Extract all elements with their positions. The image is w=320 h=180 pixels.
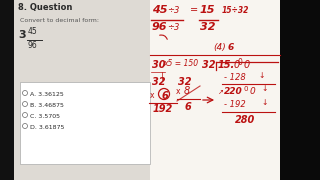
Text: A. 3.36125: A. 3.36125	[30, 92, 64, 97]
Text: 32: 32	[178, 77, 191, 87]
Text: x: x	[150, 91, 155, 100]
Text: - 192: - 192	[224, 100, 246, 109]
Text: C. 3.5705: C. 3.5705	[30, 114, 60, 119]
Text: (4): (4)	[213, 43, 226, 52]
Text: =: =	[190, 5, 198, 15]
Text: 3: 3	[18, 30, 26, 40]
Text: 0: 0	[250, 87, 256, 96]
Text: 220: 220	[224, 87, 243, 96]
Text: 8: 8	[184, 86, 190, 96]
Text: 0: 0	[244, 86, 249, 92]
Text: 6: 6	[162, 91, 169, 100]
Text: 15÷32: 15÷32	[222, 6, 249, 15]
Text: 32: 32	[152, 77, 165, 87]
Text: 45: 45	[152, 5, 167, 15]
Bar	[280, 0, 320, 180]
Text: 32: 32	[200, 22, 215, 32]
Text: 30: 30	[152, 60, 165, 70]
Text: ↓: ↓	[258, 71, 264, 80]
Text: x5 = 150: x5 = 150	[163, 59, 198, 68]
Text: ÷3: ÷3	[167, 6, 180, 15]
Bar	[0, 0, 14, 180]
Bar	[150, 0, 280, 180]
Text: ↓: ↓	[261, 98, 268, 107]
Text: 45: 45	[28, 27, 38, 36]
Text: - 128: - 128	[224, 73, 246, 82]
Text: 0: 0	[238, 58, 243, 67]
Text: 15: 15	[200, 5, 215, 15]
Text: 8. Question: 8. Question	[18, 3, 72, 12]
Text: ↓: ↓	[261, 84, 268, 93]
Text: B. 3.46875: B. 3.46875	[30, 103, 64, 108]
Text: ↗: ↗	[218, 89, 224, 95]
Text: 6: 6	[185, 102, 192, 112]
Text: 0: 0	[244, 60, 250, 70]
Bar	[14, 0, 150, 180]
Text: 32: 32	[202, 60, 215, 70]
Text: Convert to decimal form:: Convert to decimal form:	[20, 18, 99, 23]
Text: x: x	[176, 87, 180, 96]
Text: D. 3.61875: D. 3.61875	[30, 125, 64, 130]
Text: 0: 0	[234, 60, 240, 70]
Text: ÷3: ÷3	[167, 23, 180, 32]
Text: 96: 96	[152, 22, 167, 32]
Text: 15.: 15.	[218, 60, 235, 70]
Text: 192: 192	[153, 104, 173, 114]
Text: 6: 6	[228, 43, 234, 52]
Text: 280: 280	[235, 115, 255, 125]
Text: 96: 96	[28, 41, 38, 50]
Bar	[20, 82, 150, 164]
